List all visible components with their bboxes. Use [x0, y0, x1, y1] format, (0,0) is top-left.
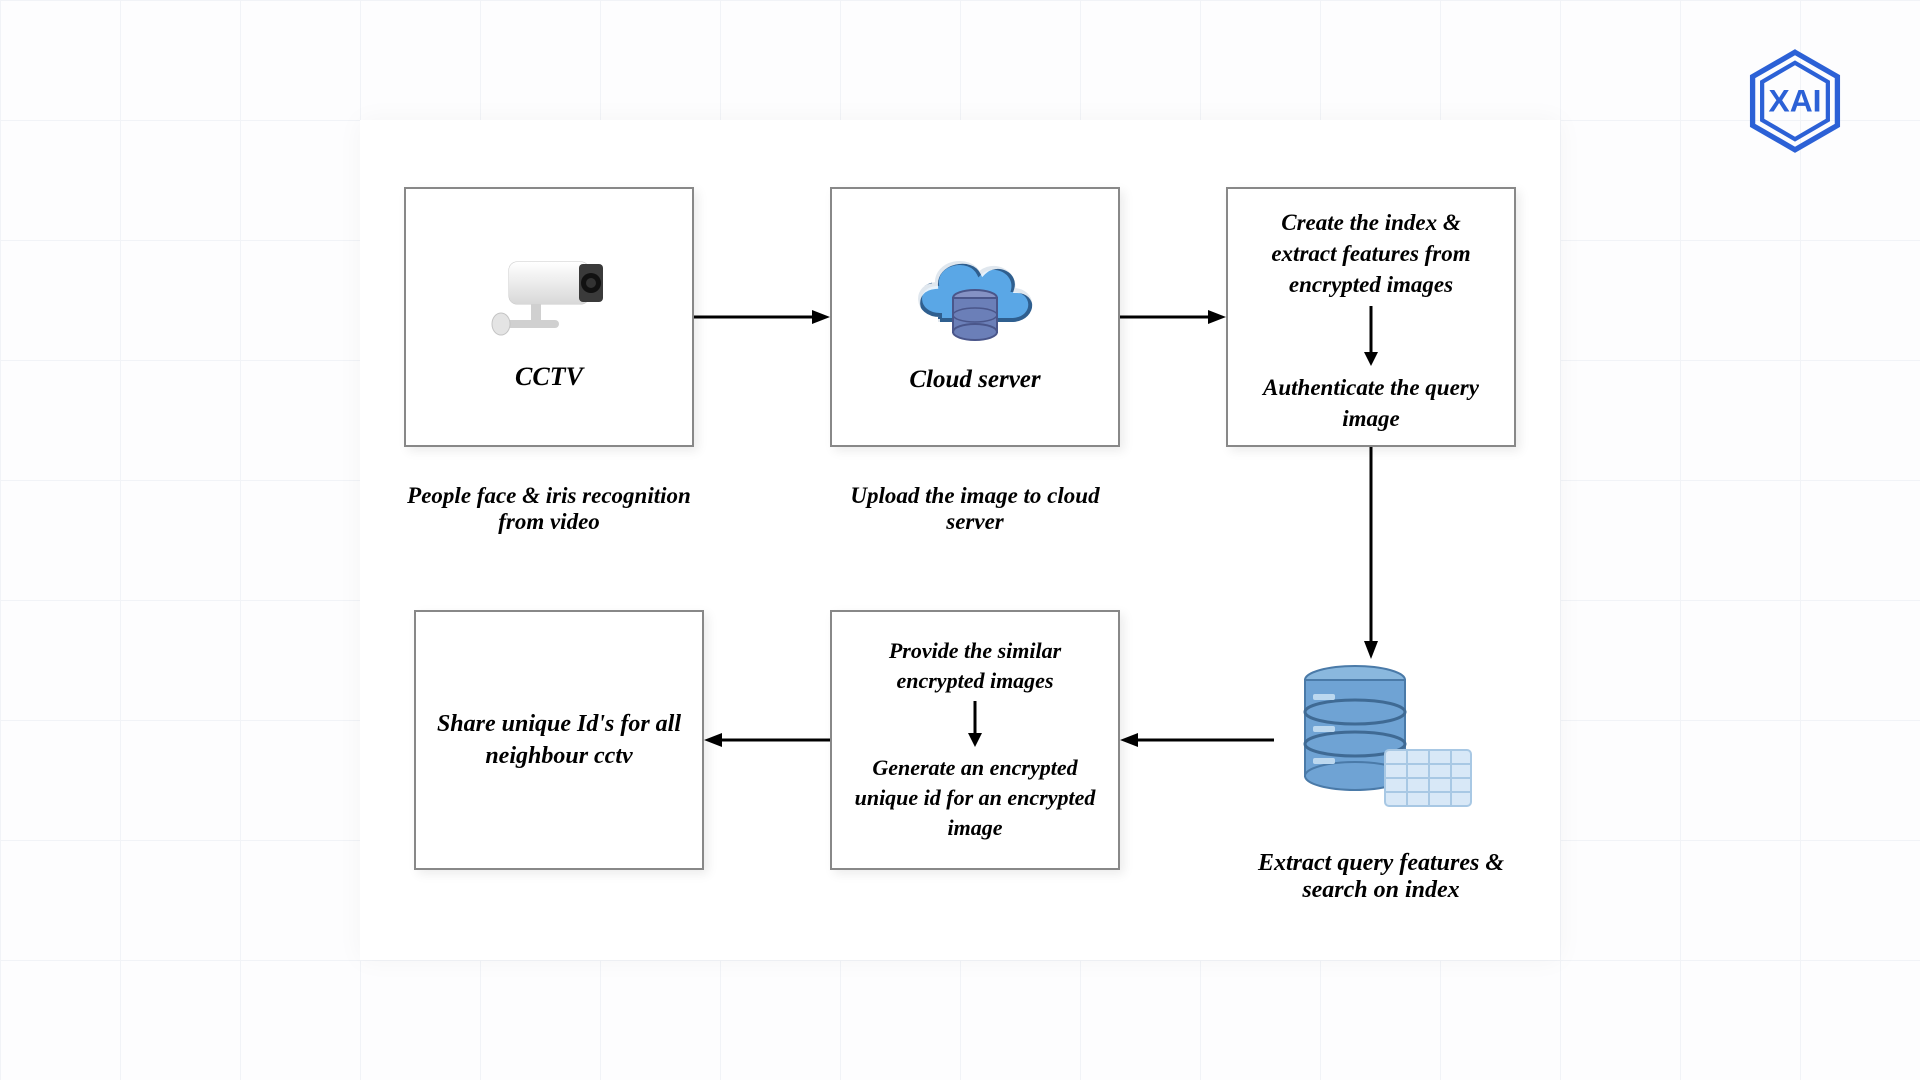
- share-text: Share unique Id's for all neighbour cctv: [436, 708, 682, 773]
- cloud-db-icon: [895, 240, 1055, 360]
- box-share: Share unique Id's for all neighbour cctv: [414, 610, 704, 870]
- logo-text: XAI: [1768, 83, 1821, 119]
- provide-text-top: Provide the similar encrypted images: [852, 636, 1098, 695]
- box-cloud: Cloud server: [830, 187, 1120, 447]
- box-db: [1280, 660, 1480, 820]
- index-text-top: Create the index & extract features from…: [1246, 207, 1496, 300]
- arrow-index-to-db: [1361, 447, 1381, 659]
- diagram-canvas: CCTV People face & iris recognition from…: [360, 120, 1560, 960]
- box-cctv: CCTV: [404, 187, 694, 447]
- box-provide: Provide the similar encrypted images Gen…: [830, 610, 1120, 870]
- arrow-cctv-to-cloud: [694, 307, 830, 327]
- index-inner-arrow: [1361, 306, 1381, 368]
- provide-text-bottom: Generate an encrypted unique id for an e…: [852, 753, 1098, 842]
- camera-icon: [479, 242, 619, 352]
- db-caption: Extract query features & search on index: [1236, 850, 1526, 904]
- index-text-bottom: Authenticate the query image: [1246, 372, 1496, 434]
- arrow-db-to-provide: [1120, 730, 1274, 750]
- arrow-cloud-to-index: [1120, 307, 1226, 327]
- box-index: Create the index & extract features from…: [1226, 187, 1516, 447]
- arrow-provide-to-share: [704, 730, 830, 750]
- cloud-label: Cloud server: [909, 366, 1040, 394]
- db-table-icon: [1285, 660, 1475, 820]
- cctv-caption: People face & iris recognition from vide…: [404, 483, 694, 535]
- provide-inner-arrow: [965, 701, 985, 749]
- cloud-caption: Upload the image to cloud server: [830, 483, 1120, 535]
- xai-logo: XAI: [1742, 48, 1848, 154]
- cctv-label: CCTV: [515, 362, 583, 392]
